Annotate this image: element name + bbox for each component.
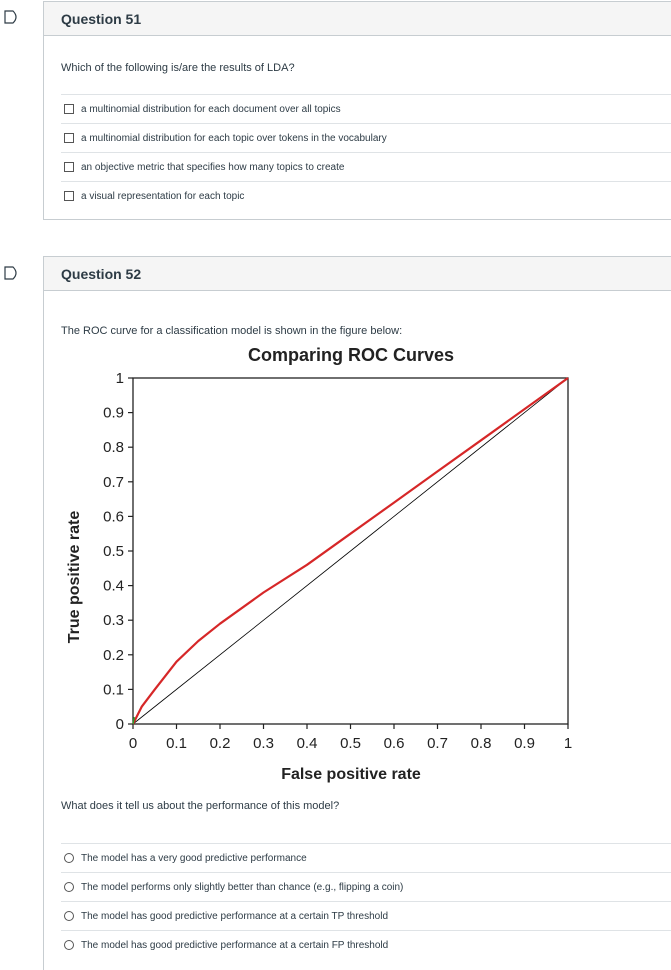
answer-label: a visual representation for each topic (81, 190, 245, 202)
answer-option[interactable]: a multinomial distribution for each topi… (61, 123, 671, 152)
x-tick-label: 0.2 (210, 735, 231, 752)
radio-button[interactable] (64, 911, 74, 921)
y-tick-label: 0.4 (103, 578, 124, 595)
answer-list: The model has a very good predictive per… (61, 843, 671, 959)
y-tick-label: 0.6 (103, 508, 124, 525)
question-card-51: Question 51 Which of the following is/ar… (43, 1, 671, 220)
plot-area: 0 0.1 0.2 0.3 0.4 0.5 0.6 0.7 0.8 0.9 1 0 0.1 0.2 0.3 0… (103, 370, 572, 752)
y-tick-label: 0.3 (103, 612, 124, 629)
question-followup: What does it tell us about the performan… (61, 800, 340, 812)
y-tick-label: 0 (116, 716, 124, 733)
answer-option[interactable]: a visual representation for each topic (61, 181, 671, 210)
flag-question-icon[interactable] (4, 10, 20, 24)
checkbox[interactable] (64, 191, 74, 201)
answer-option[interactable]: an objective metric that specifies how m… (61, 152, 671, 181)
radio-button[interactable] (64, 853, 74, 863)
chart-title: Comparing ROC Curves (248, 345, 454, 365)
x-tick-label: 0.9 (514, 735, 535, 752)
answer-option[interactable]: a multinomial distribution for each docu… (61, 94, 671, 123)
x-tick-label: 0.5 (340, 735, 361, 752)
answer-label: The model has a very good predictive per… (81, 852, 307, 864)
y-tick-label: 0.8 (103, 439, 124, 456)
answer-list: a multinomial distribution for each docu… (61, 94, 671, 210)
x-tick-label: 0.7 (427, 735, 448, 752)
flag-question-icon[interactable] (4, 266, 20, 280)
question-prompt: The ROC curve for a classification model… (61, 325, 403, 337)
radio-button[interactable] (64, 940, 74, 950)
answer-option[interactable]: The model performs only slightly better … (61, 872, 671, 901)
x-tick-label: 0.6 (384, 735, 405, 752)
checkbox[interactable] (64, 104, 74, 114)
question-prompt: Which of the following is/are the result… (61, 62, 295, 74)
answer-label: The model has good predictive performanc… (81, 910, 389, 922)
answer-option[interactable]: The model has a very good predictive per… (61, 843, 671, 872)
y-tick-label: 0.9 (103, 405, 124, 422)
y-tick-label: 0.1 (103, 681, 124, 698)
answer-option[interactable]: The model has good predictive performanc… (61, 930, 671, 959)
roc-start-segment (132, 716, 136, 725)
y-tick-label: 0.7 (103, 474, 124, 491)
x-tick-label: 0.3 (253, 735, 274, 752)
answer-label: The model performs only slightly better … (81, 881, 404, 893)
question-card-52: Question 52 The ROC curve for a classifi… (43, 256, 671, 970)
y-tick-label: 0.5 (103, 543, 124, 560)
y-axis-label: True positive rate (66, 511, 83, 644)
x-tick-label: 0.1 (166, 735, 187, 752)
answer-option[interactable]: The model has good predictive performanc… (61, 901, 671, 930)
answer-label: a multinomial distribution for each docu… (81, 103, 341, 115)
x-tick-label: 1 (564, 735, 572, 752)
question-header: Question 52 (44, 257, 671, 291)
y-tick-label: 1 (116, 370, 124, 387)
roc-curve-line (132, 377, 569, 725)
answer-label: a multinomial distribution for each topi… (81, 132, 387, 144)
answer-label: The model has good predictive performanc… (81, 939, 389, 951)
radio-button[interactable] (64, 882, 74, 892)
checkbox[interactable] (64, 162, 74, 172)
x-tick-label: 0 (129, 735, 137, 752)
question-header: Question 51 (44, 2, 671, 36)
chance-diagonal-line (132, 377, 569, 725)
x-axis-label: False positive rate (281, 766, 421, 783)
roc-chart: Comparing ROC Curves False positive rate… (66, 345, 572, 783)
question-title: Question 51 (61, 10, 142, 27)
checkbox[interactable] (64, 133, 74, 143)
y-tick-label: 0.2 (103, 647, 124, 664)
x-tick-label: 0.8 (471, 735, 492, 752)
question-title: Question 52 (61, 265, 142, 282)
answer-label: an objective metric that specifies how m… (81, 161, 345, 173)
x-tick-label: 0.4 (297, 735, 318, 752)
